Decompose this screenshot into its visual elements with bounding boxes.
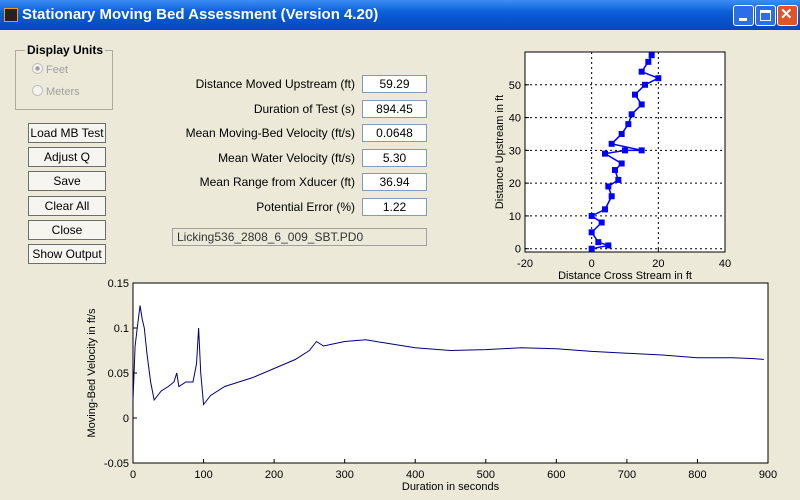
x-tick-label: 100 — [194, 469, 212, 481]
x-tick-label: 700 — [618, 469, 636, 481]
y-axis-label: Moving-Bed Velocity in ft/s — [86, 308, 98, 438]
y-tick-label: 0 — [515, 244, 521, 256]
x-tick-label: 300 — [335, 469, 353, 481]
button[interactable]: Load MB Test — [28, 123, 106, 143]
display-units-group: Display Units Feet Meters — [15, 43, 113, 110]
x-tick-label: 0 — [130, 469, 136, 481]
data-marker — [638, 147, 645, 154]
x-tick-label: 40 — [719, 258, 731, 270]
y-tick-label: 0.1 — [114, 323, 129, 335]
plot-area — [132, 282, 769, 464]
x-tick-label: 600 — [547, 469, 565, 481]
y-tick-label: 50 — [509, 80, 521, 92]
x-tick-label: 500 — [477, 469, 495, 481]
radio-label: Feet — [46, 64, 69, 76]
x-tick-label: -20 — [517, 258, 533, 270]
y-tick-label: 10 — [509, 211, 521, 223]
button[interactable]: Close — [28, 219, 106, 240]
radio-label: Meters — [46, 86, 80, 98]
close-button[interactable]: ✕ — [777, 5, 798, 26]
y-tick-label: 0.15 — [108, 278, 129, 290]
y-axis-label: Distance Upstream in ft — [494, 95, 506, 209]
button[interactable]: Adjust Q — [28, 147, 106, 168]
data-marker — [588, 212, 595, 219]
data-marker — [588, 229, 595, 236]
button[interactable]: Show Output — [28, 244, 106, 264]
x-tick-label: 400 — [406, 469, 424, 481]
data-marker — [632, 91, 638, 98]
data-marker — [595, 239, 602, 246]
button[interactable]: Save — [28, 171, 106, 192]
data-line — [132, 305, 764, 406]
field-value: 1.22 — [362, 198, 427, 216]
data-marker — [628, 111, 635, 118]
field-label: Duration of Test (s) — [253, 101, 355, 116]
data-marker — [638, 68, 645, 75]
y-tick-label: 0 — [123, 413, 129, 425]
field-value: 36.94 — [362, 173, 427, 192]
x-tick-label: 20 — [652, 258, 664, 270]
y-tick-label: -0.05 — [104, 458, 129, 470]
field-value: 894.45 — [362, 99, 427, 118]
app-icon — [4, 8, 18, 22]
data-marker — [642, 81, 648, 88]
title-bar: Stationary Moving Bed Assessment (Versio… — [0, 0, 800, 30]
x-tick-label: 900 — [759, 469, 777, 481]
data-marker — [638, 101, 645, 108]
data-marker — [608, 140, 615, 147]
data-marker — [608, 193, 615, 200]
radio[interactable] — [32, 85, 43, 96]
data-marker — [655, 75, 662, 82]
field-value: 0.0648 — [362, 124, 427, 143]
data-marker — [622, 147, 628, 154]
data-marker — [598, 219, 605, 226]
y-tick-label: 20 — [509, 178, 521, 190]
data-marker — [605, 183, 612, 190]
field-value: 5.30 — [362, 148, 427, 167]
data-marker — [615, 176, 622, 183]
data-marker — [625, 121, 632, 128]
window-title: Stationary Moving Bed Assessment (Versio… — [22, 6, 379, 23]
data-marker — [588, 245, 595, 252]
x-tick-label: 200 — [265, 469, 283, 481]
button[interactable]: Clear All — [28, 195, 106, 216]
radio[interactable] — [32, 63, 43, 74]
data-marker — [618, 130, 625, 137]
field-label: Potential Error (%) — [256, 200, 355, 214]
field-label: Mean Range from Xducer (ft) — [199, 175, 355, 190]
field-label: Mean Moving-Bed Velocity (ft/s) — [185, 126, 355, 141]
minimize-button[interactable] — [733, 5, 754, 26]
data-marker — [602, 150, 608, 157]
data-marker — [645, 58, 652, 65]
field-label: Distance Moved Upstream (ft) — [195, 77, 355, 91]
filename-box: Licking536_2808_6_009_SBT.PD0 — [172, 228, 427, 246]
x-tick-label: 800 — [688, 469, 706, 481]
x-axis-label: Distance Cross Stream in ft — [558, 270, 692, 282]
y-tick-label: 0.05 — [108, 368, 129, 380]
group-title: Display Units — [25, 43, 106, 57]
radio-option[interactable]: Feet — [32, 63, 68, 76]
x-tick-label: 0 — [589, 258, 595, 270]
y-tick-label: 30 — [509, 145, 521, 157]
data-marker — [612, 167, 618, 174]
y-tick-label: 40 — [509, 113, 521, 125]
data-marker — [618, 160, 625, 167]
data-marker — [602, 206, 608, 213]
field-value: 59.29 — [362, 75, 427, 93]
radio-option[interactable]: Meters — [32, 85, 80, 98]
data-marker — [605, 242, 612, 249]
x-axis-label: Duration in seconds — [402, 481, 500, 493]
field-label: Mean Water Velocity (ft/s) — [218, 150, 355, 165]
data-marker — [648, 52, 655, 59]
maximize-button[interactable] — [755, 5, 776, 26]
